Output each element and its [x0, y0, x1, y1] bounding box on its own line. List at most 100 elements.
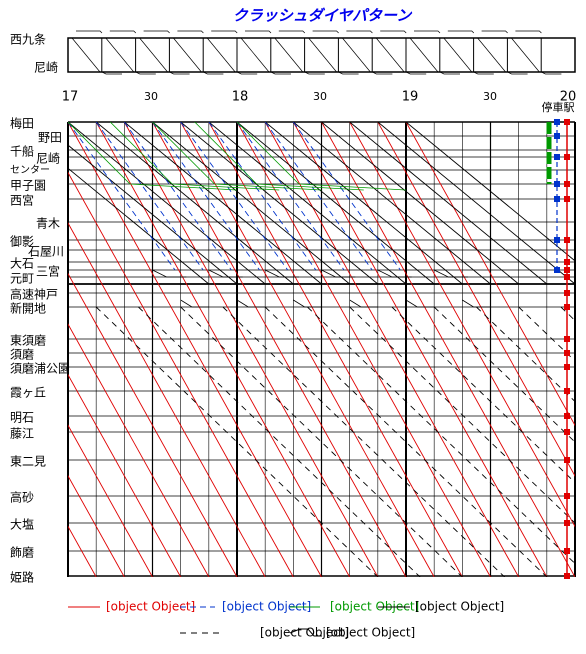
stop-blue-mark	[554, 133, 560, 139]
rapid-express	[236, 122, 345, 271]
limited-express	[95, 122, 351, 577]
time-label: 18	[232, 90, 249, 105]
top-deadhead	[338, 71, 359, 75]
top-deadhead	[304, 71, 325, 75]
top-deadhead	[245, 30, 272, 34]
stop-red-mark	[564, 520, 570, 526]
top-deadhead	[541, 71, 562, 75]
top-deadhead	[447, 30, 475, 34]
station-label: センター	[10, 164, 50, 176]
station-label: 西宮	[10, 193, 34, 208]
limited-express	[68, 424, 153, 577]
limited-express	[68, 122, 322, 577]
stop-red-mark	[564, 429, 570, 435]
station-label: 青木	[36, 217, 60, 231]
limited-express	[123, 122, 379, 577]
station-label: 須磨	[10, 348, 34, 362]
sanyo-local	[433, 306, 575, 443]
hanshin-local	[208, 122, 407, 285]
time-label: 19	[402, 90, 419, 105]
station-label: 御影	[10, 234, 34, 249]
deadhead	[433, 269, 468, 278]
stop-red-mark	[564, 181, 570, 187]
station-label: 石屋川	[28, 245, 64, 259]
hanshin-local	[152, 122, 350, 285]
rapid-express	[208, 122, 317, 271]
legend-deadhead	[289, 628, 322, 637]
hanshin-local	[293, 122, 491, 285]
top-train	[206, 37, 236, 73]
stop-header: 停車駅	[542, 100, 575, 114]
stop-red-mark	[564, 259, 570, 265]
stop-red-mark	[564, 573, 570, 579]
top-deadhead	[278, 30, 306, 34]
hanshin-local	[405, 122, 575, 262]
deadhead	[293, 299, 322, 308]
limited-express	[405, 122, 575, 427]
top-deadhead	[372, 71, 393, 75]
legend-label: [object Object]	[106, 600, 195, 614]
stop-red-mark	[564, 196, 570, 202]
stop-red-mark	[564, 267, 570, 273]
stop-blue-mark	[554, 154, 560, 160]
deadhead	[349, 299, 378, 308]
stop-red-mark	[564, 364, 570, 370]
station-label: 三宮	[36, 264, 60, 279]
limited-express	[264, 122, 520, 577]
limited-express	[68, 222, 266, 577]
deadhead	[180, 299, 209, 308]
deadhead	[321, 269, 356, 278]
semi-express	[152, 122, 322, 191]
trains	[68, 122, 575, 577]
station-label: 大塩	[10, 517, 34, 532]
limited-express	[152, 122, 407, 577]
station-label: 東二見	[10, 455, 46, 469]
top-deadhead	[346, 30, 373, 34]
top-train	[139, 37, 168, 73]
station-label: 高砂	[10, 490, 34, 505]
hanshin-local	[377, 122, 575, 285]
hanshin-local	[124, 122, 322, 285]
top-deadhead	[237, 71, 258, 75]
limited-express	[68, 323, 210, 577]
top-deadhead	[109, 30, 137, 34]
top-station: 西九条	[10, 33, 46, 47]
top-deadhead	[101, 71, 122, 75]
time-label: 20	[560, 90, 577, 105]
top-train	[274, 37, 304, 73]
top-train	[443, 37, 473, 73]
station-label: 新開地	[10, 301, 46, 316]
stop-red-mark	[564, 119, 570, 125]
top-deadhead	[380, 30, 407, 34]
rapid-express	[264, 122, 373, 271]
semi-express	[68, 122, 238, 191]
deadhead	[236, 299, 266, 308]
deadhead	[405, 299, 435, 308]
limited-express	[321, 122, 575, 577]
hanshin-local	[180, 122, 379, 285]
top-train	[173, 37, 202, 73]
deadhead	[462, 299, 491, 308]
legend-label: [object Object]	[260, 626, 349, 640]
top-train	[240, 37, 270, 73]
time-label: 17	[62, 90, 79, 105]
station-label: 姫路	[10, 570, 34, 585]
stop-red-mark	[564, 350, 570, 356]
station-label: 元町	[10, 272, 34, 286]
limited-express	[68, 272, 238, 577]
stop-blue-mark	[554, 237, 560, 243]
time-label: 30	[144, 90, 158, 103]
hanshin-local	[236, 122, 435, 285]
deadhead	[208, 269, 243, 278]
stop-blue-mark	[554, 196, 560, 202]
deadhead	[152, 269, 187, 278]
rapid-express	[292, 122, 401, 271]
station-label: 大石	[10, 257, 34, 271]
limited-express	[180, 122, 435, 577]
top-deadhead	[473, 71, 494, 75]
title: クラッシュダイヤパターン	[233, 7, 414, 25]
stop-red-mark	[564, 493, 570, 499]
top-deadhead	[143, 30, 170, 34]
